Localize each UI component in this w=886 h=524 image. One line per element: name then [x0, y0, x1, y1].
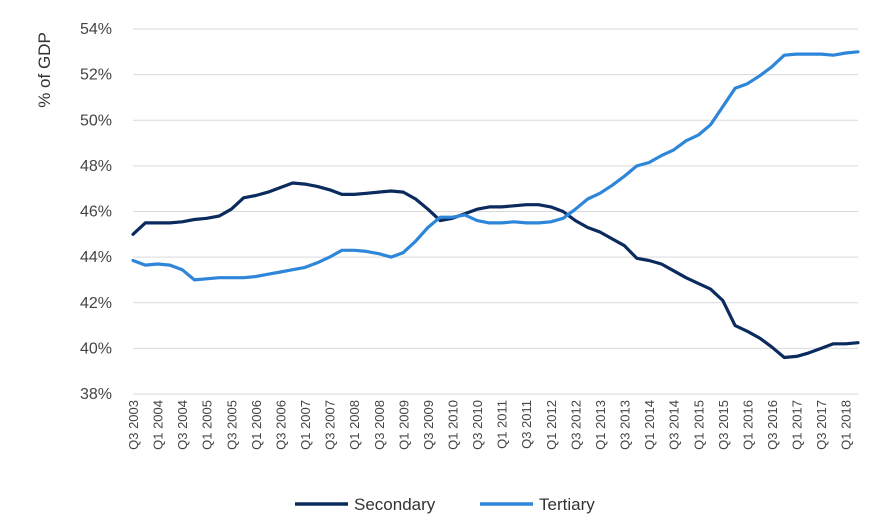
y-tick-label: 38% [80, 386, 112, 403]
x-tick-label: Q3 2011 [519, 400, 534, 449]
x-tick-label: Q3 2005 [224, 400, 239, 450]
x-tick-label: Q1 2017 [790, 400, 805, 450]
x-tick-label: Q3 2008 [372, 400, 387, 450]
x-tick-label: Q3 2007 [323, 400, 338, 450]
x-tick-label: Q1 2006 [249, 400, 264, 450]
y-tick-label: 42% [80, 295, 112, 312]
y-tick-label: 52% [80, 67, 112, 84]
y-tick-label: 44% [80, 249, 112, 266]
gridlines [133, 28, 858, 395]
x-axis: Q3 2003 Q1 2004 Q3 2004 Q1 2005 Q3 2005 Q1 20… [126, 400, 854, 450]
x-tick-label: Q1 2004 [151, 400, 166, 450]
legend: Secondary Tertiary [295, 495, 595, 514]
x-tick-label: Q3 2012 [568, 400, 583, 450]
y-axis: 38% 40% 42% 44% 46% 48% 50% 52% 54% [80, 21, 112, 403]
x-tick-label: Q3 2017 [814, 400, 829, 450]
y-tick-label: 46% [80, 204, 112, 221]
x-tick-label: Q1 2013 [593, 400, 608, 450]
x-tick-label: Q1 2012 [544, 400, 559, 450]
x-tick-label: Q3 2013 [618, 400, 633, 450]
x-tick-label: Q3 2009 [421, 400, 436, 450]
x-tick-label: Q3 2004 [175, 400, 190, 450]
y-tick-label: 40% [80, 340, 112, 357]
series-line-secondary [131, 181, 860, 360]
x-tick-label: Q1 2008 [347, 400, 362, 450]
x-tick-label: Q1 2009 [396, 400, 411, 450]
series-lines [131, 50, 860, 360]
series-line-tertiary [131, 50, 860, 282]
x-tick-label: Q1 2005 [200, 400, 215, 450]
y-tick-label: 48% [80, 158, 112, 175]
x-tick-label: Q1 2014 [642, 400, 657, 450]
x-tick-label: Q3 2006 [273, 400, 288, 450]
x-tick-label: Q1 2011 [495, 400, 510, 449]
x-tick-label: Q1 2007 [298, 400, 313, 450]
x-tick-label: Q3 2014 [667, 400, 682, 450]
x-tick-label: Q3 2003 [126, 400, 141, 450]
y-axis-label: % of GDP [35, 32, 54, 108]
y-tick-label: 50% [80, 112, 112, 129]
x-tick-label: Q3 2015 [716, 400, 731, 450]
y-tick-label: 54% [80, 21, 112, 38]
x-tick-label: Q3 2016 [765, 400, 780, 450]
x-tick-label: Q3 2010 [470, 400, 485, 450]
x-tick-label: Q1 2010 [445, 400, 460, 450]
x-tick-label: Q1 2018 [839, 400, 854, 450]
x-tick-label: Q1 2015 [691, 400, 706, 450]
legend-label-secondary: Secondary [354, 495, 436, 514]
legend-label-tertiary: Tertiary [539, 495, 595, 514]
x-tick-label: Q1 2016 [740, 400, 755, 450]
